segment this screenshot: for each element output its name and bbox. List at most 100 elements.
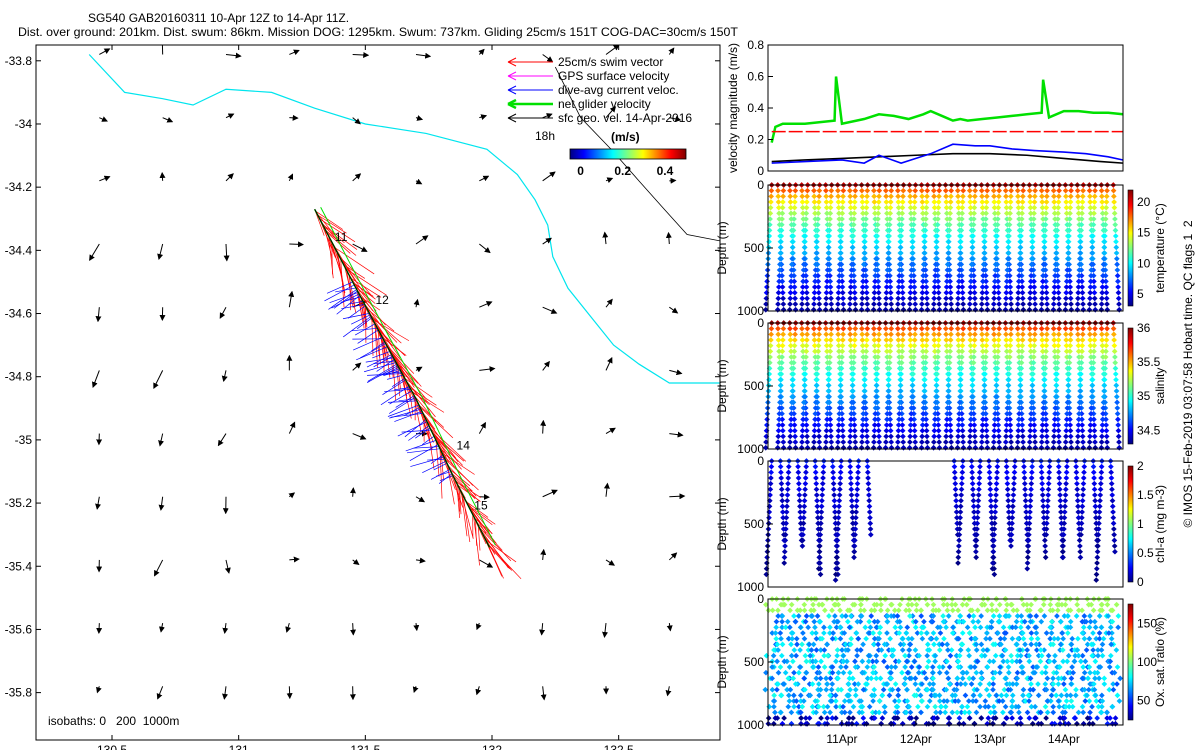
data-point [1115,433,1122,440]
data-point [996,301,1002,307]
data-point [1080,325,1086,332]
data-point [1001,686,1008,693]
sfc-velocity-arrow [96,686,102,694]
data-point [1043,295,1050,302]
data-point [1097,492,1104,498]
sfc-velocity-arrow [95,307,102,323]
sfc-velocity-arrow [542,113,553,119]
data-point [902,664,908,670]
data-point [871,715,878,721]
data-point [848,492,855,498]
data-point [914,630,921,636]
data-point [791,348,798,355]
data-point [1074,444,1081,451]
data-point [899,278,905,285]
data-point [821,630,827,636]
data-point [1004,486,1011,493]
data-point [1043,630,1050,636]
data-point [957,520,963,527]
data-point [1086,698,1093,704]
data-point [803,348,810,355]
data-point [1022,497,1029,504]
data-point [932,267,939,273]
data-point [874,227,881,234]
data-point [963,669,970,676]
data-point [860,267,867,273]
dac-vector [324,284,355,302]
data-point [957,250,964,256]
data-point [1090,227,1096,234]
data-point [1114,272,1121,279]
data-point [888,306,895,313]
data-point [974,686,980,693]
data-point [839,647,845,653]
data-point [911,204,918,211]
data-point [991,289,998,296]
data-point [797,647,803,653]
data-point [1024,675,1031,682]
data-point [851,537,858,544]
data-point [827,427,834,434]
data-point [1054,371,1060,377]
data-point [972,325,979,332]
data-point [775,325,781,332]
data-point [871,284,878,290]
data-point [1081,613,1088,619]
data-point [804,295,810,302]
data-point [1015,422,1022,428]
data-point [1102,216,1109,222]
data-point [782,537,789,544]
sfc-velocity-arrow [225,173,234,182]
data-point [815,565,822,572]
data-point [1103,427,1110,434]
data-point [1043,210,1049,217]
data-point [792,681,799,687]
data-point [1066,371,1072,377]
data-point [988,514,995,521]
data-point [1003,331,1009,338]
data-point [1112,233,1119,239]
data-point [1113,255,1120,262]
data-point [996,187,1002,194]
data-point [839,216,845,222]
data-point [911,284,918,290]
data-point [992,272,998,279]
data-point [825,244,832,251]
velocity-ylabel: velocity magnitude (m/s) [726,43,740,173]
data-point [801,509,807,515]
dac-vector [415,427,431,439]
data-point [1020,193,1026,200]
dac-vector [439,475,454,482]
data-point [956,399,963,406]
data-point [871,199,878,205]
data-point [1009,635,1016,642]
data-point [1032,193,1038,200]
data-point [927,635,934,642]
data-point [834,543,840,549]
data-point [990,439,997,445]
data-point [852,325,859,332]
data-point [1101,238,1108,245]
data-point [883,204,890,211]
temperature-cbar-tick-label: 15 [1137,226,1151,240]
data-point [926,698,933,704]
data-point [847,475,854,481]
data-point [804,337,810,343]
data-point [864,301,871,307]
data-point [1056,703,1063,710]
data-point [1039,204,1046,211]
data-point [931,427,938,434]
data-point [1016,410,1022,417]
data-point [779,204,786,211]
data-point [776,267,783,273]
data-point [835,337,842,343]
data-point [923,422,930,428]
data-point [849,393,855,400]
data-point [763,289,770,296]
data-point [1043,289,1050,296]
data-point [1018,354,1025,360]
data-point [1104,187,1110,194]
data-point [1089,703,1095,710]
data-point [853,503,860,510]
